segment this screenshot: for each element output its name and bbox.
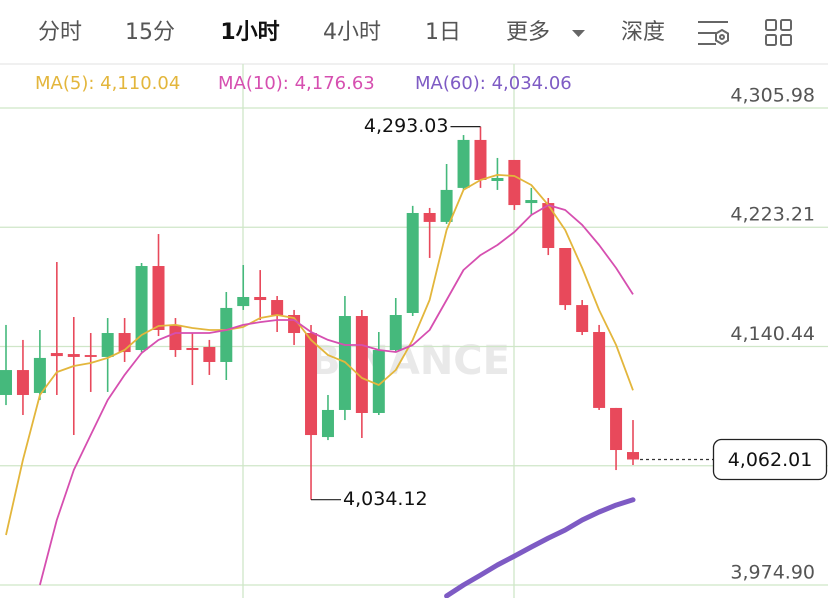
candle-body [440,189,453,222]
candle-body [593,332,606,408]
legend-entry: MA(60): 4,034.06 [415,73,572,94]
candle-body [169,324,182,351]
candle-body [406,212,419,313]
last-price-box [712,438,828,481]
candle-body [542,203,555,249]
candle-body [152,266,165,330]
candle-body [135,266,148,351]
candle-body [457,139,470,188]
candle-body [237,296,250,307]
candle-body [203,346,216,362]
tab[interactable]: 深度 [621,20,665,45]
candle-body [101,333,114,357]
candle-body [220,307,233,362]
last-price-label: 4,062.01 [728,449,813,471]
annotation-label: 4,293.03 [364,115,449,137]
y-tick-label: 4,223.21 [730,204,815,226]
candle-body [508,159,521,206]
candle-body [33,357,46,393]
candle-body [389,315,402,351]
dropdown-arrow[interactable] [572,30,585,37]
ma-line [444,497,636,598]
y-tick-label: 4,140.44 [730,323,815,345]
y-tick-label: 4,305.98 [730,84,815,106]
layout-icon[interactable] [765,19,792,46]
candle-body [271,300,284,316]
candle-body [610,407,623,451]
plot: 4,305.984,223.214,140.444,057.673,974.90… [0,73,828,598]
y-tick-label: 3,974.90 [730,562,815,584]
candle-body [16,370,29,395]
candle-body [576,305,589,333]
candle-body [627,452,639,460]
annotation-label: 4,034.12 [343,488,428,510]
candle-body [372,350,385,413]
candle-body [559,248,572,306]
ma-line [39,204,634,586]
legend-entry: MA(5): 4,110.04 [35,73,180,94]
candle-body [525,200,538,204]
candle-body [355,316,368,413]
candle-body [254,296,267,301]
candle-body [84,355,97,357]
candle-body [186,348,199,351]
candle-body [305,333,318,436]
candle-body [321,409,334,438]
tab[interactable]: 15分 [125,20,175,45]
candle-body [118,333,131,353]
candle-body [423,212,436,222]
candle-body [491,177,504,182]
toolbar: 分时 15分 1小时 4小时 1日 更多 深度 [38,20,665,45]
legend-entry: MA(10): 4,176.63 [218,73,375,94]
tab[interactable]: 更多 [506,20,550,45]
tab[interactable]: 4小时 [323,20,381,45]
candle-body [67,354,80,357]
ma-line [5,174,634,536]
tab[interactable]: 1小时 [220,20,279,45]
settings-icon[interactable] [698,21,729,46]
candle-body [474,139,487,180]
candle-body [0,370,12,395]
tab[interactable]: 分时 [38,20,82,45]
tab[interactable]: 1日 [425,20,461,45]
candle-body [50,353,63,357]
